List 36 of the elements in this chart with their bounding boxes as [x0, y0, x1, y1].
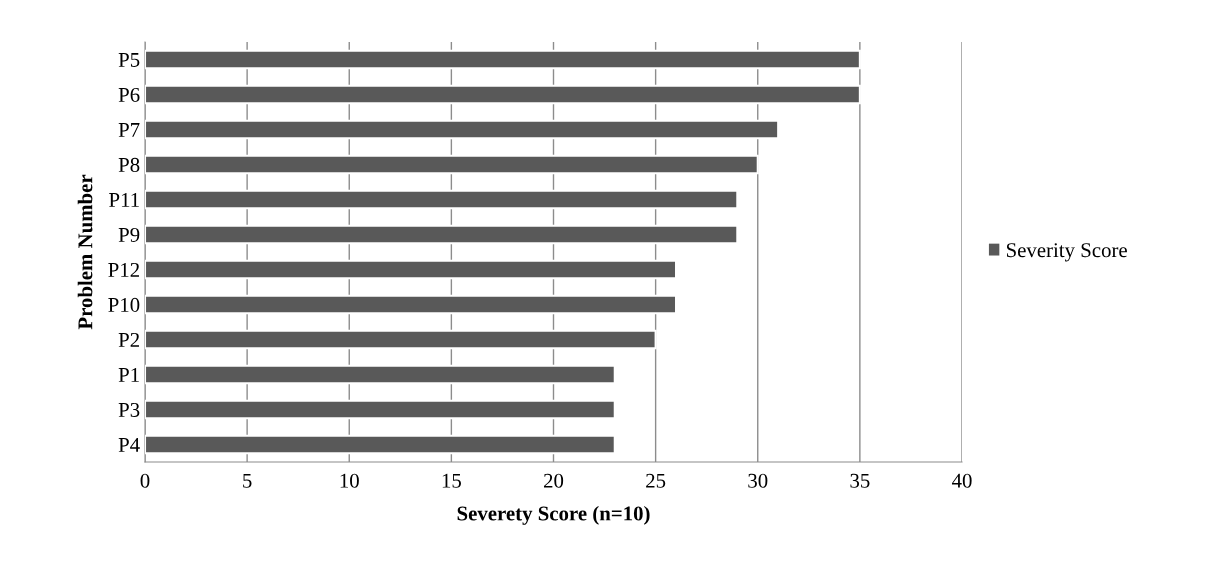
- legend-label: Severity Score: [1006, 243, 1127, 262]
- bar: [145, 154, 759, 175]
- bar: [145, 364, 616, 385]
- x-tick-label: 40: [951, 473, 972, 488]
- x-axis-title: Severety Score (n=10): [457, 505, 650, 525]
- y-tick-label: P11: [109, 192, 139, 207]
- y-tick-label: P10: [108, 297, 140, 312]
- x-tick-label: 5: [243, 473, 252, 488]
- bar: [145, 434, 616, 455]
- bar: [145, 119, 780, 140]
- bar: [145, 259, 678, 280]
- y-tick-label: P12: [108, 262, 139, 277]
- y-tick-label: P6: [118, 87, 140, 102]
- x-tick-label: 20: [544, 473, 564, 488]
- bar: [145, 49, 861, 70]
- x-tick-label: 10: [340, 473, 359, 488]
- x-tick-label: 30: [748, 473, 768, 488]
- y-tick-label: P2: [118, 332, 139, 347]
- bar: [145, 294, 678, 315]
- y-tick-label: P5: [118, 53, 140, 67]
- y-tick-label: P7: [118, 123, 140, 137]
- y-tick-label: P4: [118, 438, 140, 452]
- x-tick-label: 35: [850, 473, 870, 488]
- bar: [145, 84, 861, 105]
- bar: [145, 224, 739, 245]
- bar: [145, 399, 616, 420]
- y-axis-title: Problem Number: [77, 174, 93, 330]
- y-tick-label: P1: [118, 367, 139, 382]
- x-tick-label: 0: [140, 473, 150, 488]
- bar: [145, 189, 739, 210]
- x-tick-label: 25: [646, 473, 666, 488]
- y-tick-label: P9: [118, 227, 140, 242]
- y-tick-label: P3: [118, 402, 140, 417]
- bar: [145, 329, 657, 350]
- y-tick-label: P8: [118, 157, 140, 172]
- x-tick-label: 15: [442, 473, 461, 488]
